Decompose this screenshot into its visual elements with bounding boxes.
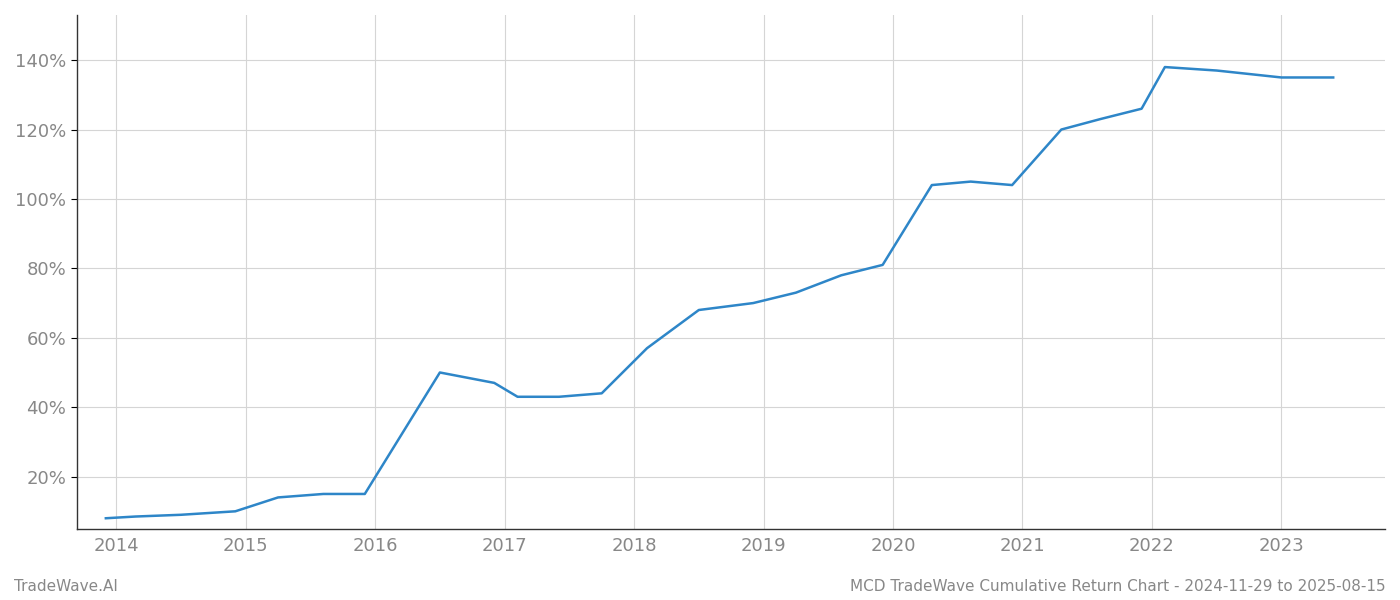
Text: MCD TradeWave Cumulative Return Chart - 2024-11-29 to 2025-08-15: MCD TradeWave Cumulative Return Chart - … [850,579,1386,594]
Text: TradeWave.AI: TradeWave.AI [14,579,118,594]
